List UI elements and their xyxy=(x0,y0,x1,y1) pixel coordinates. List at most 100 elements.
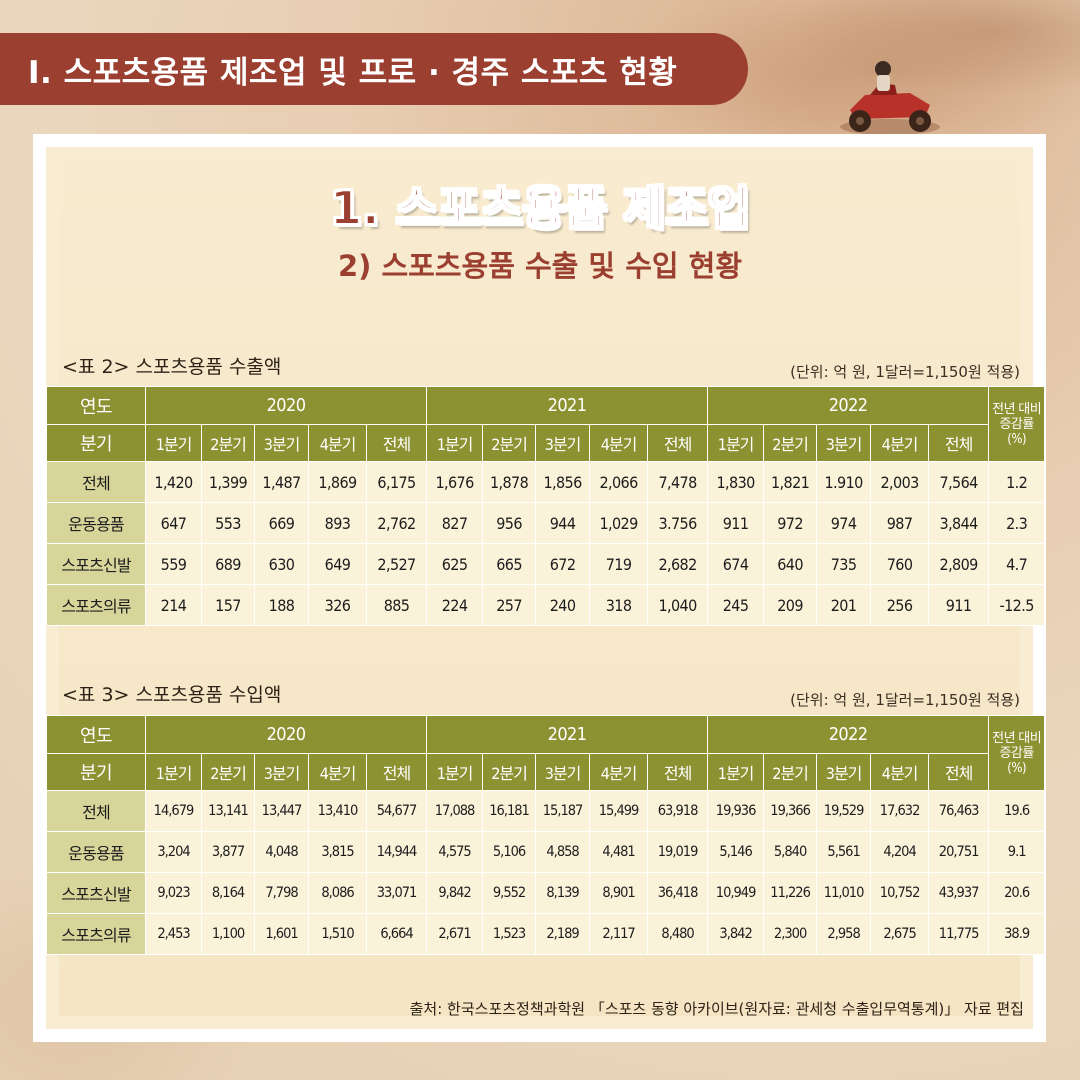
table-cell: 2,958 xyxy=(816,913,872,955)
table-cell: -12.5 xyxy=(988,584,1046,626)
table-cell: 2,682 xyxy=(647,543,709,585)
header-year: 2020 xyxy=(144,386,428,425)
table-cell: 974 xyxy=(816,502,872,544)
table-cell: 1,830 xyxy=(707,461,765,503)
table-cell: 15,187 xyxy=(535,790,591,832)
header-year: 2022 xyxy=(707,715,990,754)
header-quarter: 1분기 xyxy=(145,424,202,462)
table-cell: 19,936 xyxy=(707,790,765,832)
table-cell: 10,752 xyxy=(870,872,930,914)
table-cell: 1,029 xyxy=(589,502,649,544)
table-cell: 13,447 xyxy=(254,790,309,832)
table-cell: 2,003 xyxy=(870,461,930,503)
table-cell: 201 xyxy=(816,584,872,626)
table-cell: 1,510 xyxy=(308,913,367,955)
export-table-unit: (단위: 억 원, 1달러=1,150원 적용) xyxy=(790,363,1020,381)
table-cell: 559 xyxy=(145,543,202,585)
header-quarter: 전체 xyxy=(647,424,709,462)
table-cell: 1,821 xyxy=(763,461,818,503)
table-cell: 2,675 xyxy=(870,913,930,955)
table-cell: 214 xyxy=(145,584,202,626)
table-cell: 8,480 xyxy=(647,913,709,955)
table-cell: 1,487 xyxy=(254,461,309,503)
table-cell: 14,944 xyxy=(365,831,428,873)
header-quarter: 2분기 xyxy=(201,753,255,791)
table-cell: 20.6 xyxy=(988,872,1046,914)
table-cell: 4.7 xyxy=(988,543,1046,585)
table-cell: 2,809 xyxy=(928,543,990,585)
table-cell: 38.9 xyxy=(988,913,1046,955)
table-cell: 9,552 xyxy=(482,872,537,914)
table-row: 스포츠신발 559 689 630 649 2,527 625 665 672 719 2,682 6… xyxy=(46,543,1046,585)
table-cell: 760 xyxy=(870,543,930,585)
table-cell: 2,671 xyxy=(426,913,484,955)
header-year: 2021 xyxy=(426,386,709,425)
table-cell: 3,842 xyxy=(707,913,765,955)
table-cell: 157 xyxy=(201,584,255,626)
table-cell: 256 xyxy=(870,584,930,626)
header-quarter: 3분기 xyxy=(254,753,309,791)
table-cell: 893 xyxy=(308,502,367,544)
table-cell: 625 xyxy=(426,543,484,585)
row-label: 운동용품 xyxy=(46,831,146,873)
table-cell: 17,632 xyxy=(870,790,930,832)
table-cell: 9,842 xyxy=(426,872,484,914)
table-cell: 630 xyxy=(254,543,309,585)
table-cell: 1,601 xyxy=(254,913,309,955)
table-cell: 2.3 xyxy=(988,502,1046,544)
table-row: 운동용품 647 553 669 893 2,762 827 956 944 1,029 3.756… xyxy=(46,502,1046,544)
table-cell: 2,117 xyxy=(589,913,649,955)
table-cell: 647 xyxy=(145,502,202,544)
table-cell: 1.910 xyxy=(816,461,872,503)
header-quarter: 2분기 xyxy=(763,753,818,791)
table-cell: 1,420 xyxy=(145,461,202,503)
header-quarter: 3분기 xyxy=(535,424,591,462)
table-cell: 5,146 xyxy=(707,831,765,873)
header-quarter: 2분기 xyxy=(201,424,255,462)
table-row: 스포츠의류 2,453 1,100 1,601 1,510 6,664 2,671 1,523… xyxy=(46,913,1046,955)
table-cell: 1,040 xyxy=(647,584,709,626)
section-banner: I. 스포츠용품 제조업 및 프로 · 경주 스포츠 현황 xyxy=(0,33,748,105)
header-quarter: 1분기 xyxy=(707,753,765,791)
header-year: 2022 xyxy=(707,386,990,425)
table-cell: 36,418 xyxy=(647,872,709,914)
header-change-rate: 전년 대비 증감률 (%) xyxy=(988,715,1046,791)
table-cell: 4,048 xyxy=(254,831,309,873)
table-cell: 972 xyxy=(763,502,818,544)
header-quarter: 전체 xyxy=(928,753,990,791)
table-cell: 11,775 xyxy=(928,913,990,955)
table-cell: 1,856 xyxy=(535,461,591,503)
table-cell: 2,300 xyxy=(763,913,818,955)
table-cell: 19,529 xyxy=(816,790,872,832)
table-cell: 5,561 xyxy=(816,831,872,873)
header-quarter: 2분기 xyxy=(482,753,537,791)
table-cell: 944 xyxy=(535,502,591,544)
table-row: 전체 14,679 13,141 13,447 13,410 54,677 17,088 16… xyxy=(46,790,1046,832)
sub-title: 2) 스포츠용품 수출 및 수입 현황 xyxy=(337,249,743,283)
table-cell: 640 xyxy=(763,543,818,585)
table-cell: 3,844 xyxy=(928,502,990,544)
table-cell: 318 xyxy=(589,584,649,626)
table-cell: 3,815 xyxy=(308,831,367,873)
table-row: 전체 1,420 1,399 1,487 1,869 6,175 1,676 1,878 1,8… xyxy=(46,461,1046,503)
row-label: 스포츠의류 xyxy=(46,584,146,626)
table-cell: 2,527 xyxy=(365,543,428,585)
banner-title: I. 스포츠용품 제조업 및 프로 · 경주 스포츠 현황 xyxy=(28,54,678,91)
table-cell: 1,878 xyxy=(482,461,537,503)
table-cell: 43,937 xyxy=(928,872,990,914)
header-quarter: 3분기 xyxy=(254,424,309,462)
table-cell: 9.1 xyxy=(988,831,1046,873)
table-cell: 19.6 xyxy=(988,790,1046,832)
header-quarter: 3분기 xyxy=(816,424,872,462)
table-cell: 2,453 xyxy=(145,913,202,955)
table-cell: 8,139 xyxy=(535,872,591,914)
table-cell: 1,523 xyxy=(482,913,537,955)
header-quarter: 4분기 xyxy=(308,753,367,791)
table-cell: 245 xyxy=(707,584,765,626)
table-cell: 7,564 xyxy=(928,461,990,503)
table-row: 스포츠의류 214 157 188 326 885 224 257 240 318 1,040 245… xyxy=(46,584,1046,626)
table-cell: 4,481 xyxy=(589,831,649,873)
table-cell: 76,463 xyxy=(928,790,990,832)
header-quarter: 전체 xyxy=(928,424,990,462)
table-cell: 649 xyxy=(308,543,367,585)
